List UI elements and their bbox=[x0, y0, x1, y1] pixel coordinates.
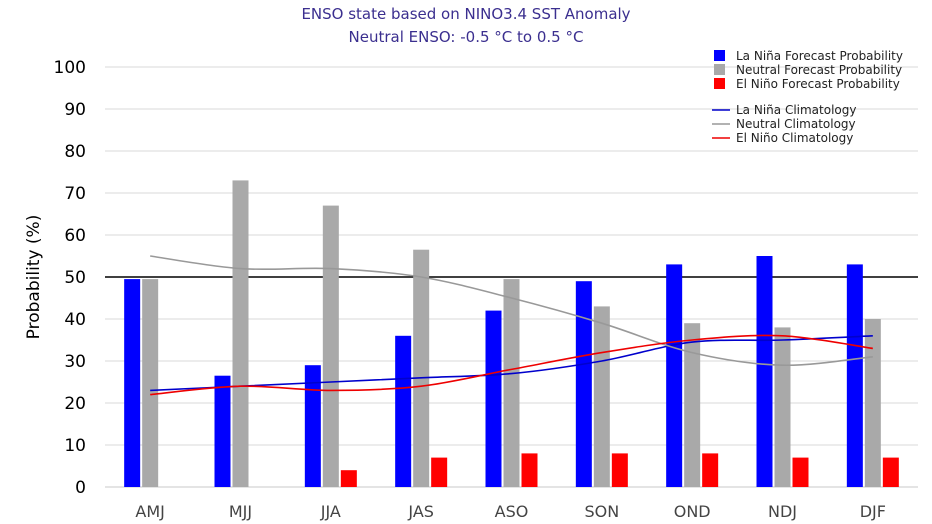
bar-la-ni-a-forecast-probability bbox=[756, 256, 773, 487]
bar-neutral-forecast-probability bbox=[503, 279, 520, 487]
y-tick-label: 80 bbox=[64, 142, 86, 162]
y-tick-label: 20 bbox=[64, 394, 86, 414]
y-tick-label: 90 bbox=[64, 100, 86, 120]
y-tick-label: 100 bbox=[54, 58, 86, 78]
x-tick-label: DJF bbox=[860, 502, 886, 521]
x-tick-label: JAS bbox=[407, 502, 434, 521]
legend-label: La Niña Forecast Probability bbox=[736, 49, 903, 63]
bar-neutral-forecast-probability bbox=[413, 249, 430, 487]
y-axis-label: Probability (%) bbox=[24, 215, 44, 340]
legend-label: Neutral Forecast Probability bbox=[736, 63, 902, 77]
chart-title: ENSO state based on NINO3.4 SST Anomaly bbox=[301, 5, 630, 23]
bar-el-ni-o-forecast-probability bbox=[431, 457, 448, 487]
bar-neutral-forecast-probability bbox=[232, 180, 249, 487]
y-tick-label: 70 bbox=[64, 184, 86, 204]
bar-la-ni-a-forecast-probability bbox=[485, 310, 502, 487]
bar-neutral-forecast-probability bbox=[142, 279, 159, 487]
x-tick-label: OND bbox=[674, 502, 711, 521]
bar-neutral-forecast-probability bbox=[593, 306, 610, 487]
bar-la-ni-a-forecast-probability bbox=[214, 375, 231, 487]
x-tick-label: JJA bbox=[320, 502, 341, 521]
chart-subtitle: Neutral ENSO: -0.5 °C to 0.5 °C bbox=[349, 28, 584, 46]
y-tick-labels: 0 10 20 30 40 50 60 70 80 90 100 bbox=[54, 58, 86, 498]
legend-swatch bbox=[714, 50, 725, 61]
y-tick-label: 0 bbox=[75, 478, 86, 498]
legend-label: La Niña Climatology bbox=[736, 103, 856, 117]
y-tick-label: 40 bbox=[64, 310, 86, 330]
legend-label: El Niño Climatology bbox=[736, 131, 853, 145]
bar-la-ni-a-forecast-probability bbox=[846, 264, 863, 487]
y-tick-label: 30 bbox=[64, 352, 86, 372]
x-tick-label: MJJ bbox=[229, 502, 252, 521]
x-tick-label: NDJ bbox=[768, 502, 797, 521]
x-tick-label: AMJ bbox=[135, 502, 164, 521]
bar-el-ni-o-forecast-probability bbox=[702, 453, 719, 487]
bar-el-ni-o-forecast-probability bbox=[882, 457, 899, 487]
climatology-lines bbox=[150, 255, 873, 396]
line-la-ni-a-climatology bbox=[150, 335, 873, 392]
x-tick-label: SON bbox=[584, 502, 619, 521]
bars bbox=[124, 180, 899, 487]
bar-la-ni-a-forecast-probability bbox=[304, 365, 321, 487]
bar-neutral-forecast-probability bbox=[322, 205, 339, 487]
bar-la-ni-a-forecast-probability bbox=[124, 279, 141, 487]
bar-la-ni-a-forecast-probability bbox=[395, 335, 412, 487]
legend-label: Neutral Climatology bbox=[736, 117, 856, 131]
x-tick-labels: AMJ MJJ JJA JAS ASO SON OND NDJ DJF bbox=[135, 502, 886, 521]
x-tick-label: ASO bbox=[495, 502, 529, 521]
line-el-ni-o-climatology bbox=[150, 334, 873, 396]
bar-neutral-forecast-probability bbox=[684, 323, 701, 487]
y-tick-label: 10 bbox=[64, 436, 86, 456]
bar-la-ni-a-forecast-probability bbox=[575, 281, 592, 487]
bar-neutral-forecast-probability bbox=[774, 327, 791, 487]
legend-swatch bbox=[714, 78, 725, 89]
y-tick-label: 60 bbox=[64, 226, 86, 246]
legend-swatch bbox=[714, 64, 725, 75]
bar-el-ni-o-forecast-probability bbox=[611, 453, 628, 487]
bar-el-ni-o-forecast-probability bbox=[521, 453, 538, 487]
line-neutral-climatology bbox=[150, 255, 873, 367]
legend-label: El Niño Forecast Probability bbox=[736, 77, 900, 91]
bar-el-ni-o-forecast-probability bbox=[792, 457, 809, 487]
bar-el-ni-o-forecast-probability bbox=[340, 470, 357, 487]
bar-neutral-forecast-probability bbox=[864, 319, 881, 487]
bar-la-ni-a-forecast-probability bbox=[666, 264, 683, 487]
y-tick-label: 50 bbox=[64, 268, 86, 288]
